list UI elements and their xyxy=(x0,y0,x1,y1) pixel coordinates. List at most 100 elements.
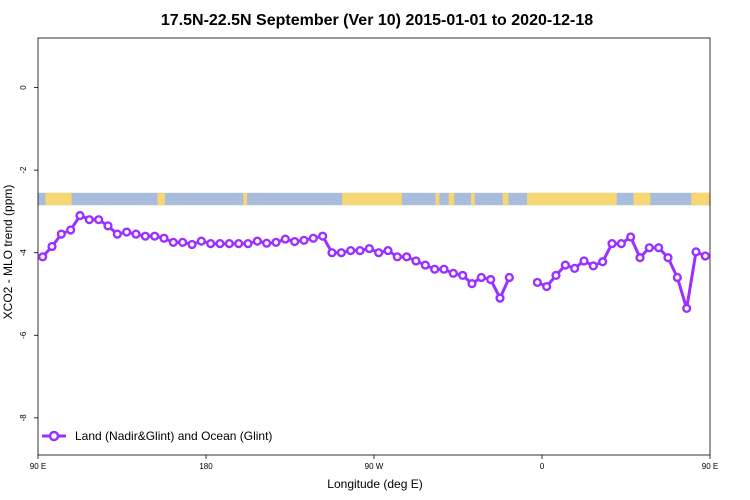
data-point xyxy=(672,272,682,283)
data-point xyxy=(196,236,206,246)
data-point xyxy=(364,243,374,254)
surface-strip-land xyxy=(691,192,710,206)
data-point xyxy=(476,272,486,283)
data-point xyxy=(458,270,468,281)
data-point xyxy=(140,231,150,241)
y-axis-label: XCO2 - MLO trend (ppm) xyxy=(1,185,15,320)
data-point xyxy=(243,239,253,249)
data-point xyxy=(607,239,617,249)
data-point xyxy=(234,239,244,249)
surface-strip-land xyxy=(157,192,165,206)
data-point xyxy=(560,260,570,270)
data-point xyxy=(215,239,225,249)
data-point xyxy=(355,246,365,256)
data-point xyxy=(75,210,85,221)
y-tick-label: -6 xyxy=(19,331,28,339)
surface-strip-land xyxy=(471,192,475,206)
surface-strip-land xyxy=(527,192,617,206)
data-point xyxy=(467,279,477,289)
y-tick-label: -2 xyxy=(19,166,28,174)
data-point xyxy=(308,233,318,243)
data-point xyxy=(654,243,664,253)
data-point xyxy=(112,229,122,239)
surface-strip-land xyxy=(448,192,455,206)
x-axis-label: Longitude (deg E) xyxy=(327,477,422,491)
data-point xyxy=(700,251,710,261)
data-point xyxy=(206,239,216,249)
data-point xyxy=(420,260,430,270)
data-point xyxy=(682,303,692,314)
data-point xyxy=(579,256,589,266)
x-axis: 90 E 180 90 W 0 90 E xyxy=(30,455,718,471)
data-point xyxy=(271,237,281,247)
data-point xyxy=(448,268,458,278)
x-tick-label: 180 xyxy=(199,462,213,471)
chart-title: 17.5N-22.5N September (Ver 10) 2015-01-0… xyxy=(161,12,593,29)
data-point xyxy=(84,215,94,225)
data-point xyxy=(570,263,580,273)
x-tick-label: 0 xyxy=(540,462,545,471)
data-point xyxy=(504,272,514,283)
data-point xyxy=(588,261,598,271)
data-point xyxy=(542,281,552,292)
data-point xyxy=(103,221,113,231)
data-point xyxy=(327,248,337,258)
x-tick-label: 90 E xyxy=(702,462,718,471)
data-point xyxy=(486,274,496,285)
y-tick-label: -4 xyxy=(19,249,28,257)
data-point xyxy=(318,231,328,241)
legend: Land (Nadir&Glint) and Ocean (Glint) xyxy=(42,429,272,443)
data-point xyxy=(383,246,393,256)
data-point xyxy=(252,236,262,246)
data-point xyxy=(94,215,104,225)
data-point xyxy=(290,236,300,247)
surface-strip-land xyxy=(502,192,509,206)
data-point xyxy=(430,264,440,274)
surface-strip-land xyxy=(435,192,440,206)
data-point xyxy=(346,246,356,256)
data-point xyxy=(150,231,160,241)
data-point xyxy=(299,235,309,245)
data-point xyxy=(402,252,412,262)
data-point xyxy=(495,293,505,303)
y-axis: 0 -2 -4 -6 -8 xyxy=(19,85,38,422)
data-point xyxy=(439,264,449,274)
data-point xyxy=(616,239,626,249)
series-line xyxy=(41,214,511,300)
data-point xyxy=(122,227,132,237)
data-point xyxy=(47,241,57,252)
surface-strip-land xyxy=(243,192,248,206)
legend-swatch-marker xyxy=(48,430,60,442)
surface-strip xyxy=(38,192,710,206)
data-point xyxy=(56,229,66,239)
data-point xyxy=(626,232,636,242)
data-point xyxy=(644,243,654,253)
surface-strip-land xyxy=(633,192,651,206)
data-point xyxy=(187,239,197,250)
y-tick-label: 0 xyxy=(19,85,28,90)
data-point xyxy=(598,257,608,267)
data-point xyxy=(663,253,673,263)
data-point xyxy=(131,229,141,239)
data-point xyxy=(551,270,561,281)
data-point xyxy=(532,277,542,288)
data-point xyxy=(66,225,76,235)
data-point xyxy=(336,248,346,258)
data-point xyxy=(224,239,234,249)
legend-label: Land (Nadir&Glint) and Ocean (Glint) xyxy=(75,429,272,443)
data-point xyxy=(392,252,402,262)
data-point xyxy=(374,248,384,258)
y-tick-label: -8 xyxy=(19,414,28,422)
data-point xyxy=(159,233,169,243)
data-point xyxy=(280,234,290,244)
data-point xyxy=(691,247,701,257)
data-point xyxy=(168,237,178,247)
data-point xyxy=(262,238,272,248)
surface-strip-land xyxy=(342,192,402,206)
series-group xyxy=(38,210,710,314)
data-point xyxy=(411,256,421,266)
data-point xyxy=(635,253,645,263)
x-tick-label: 90 E xyxy=(30,462,46,471)
data-point xyxy=(178,237,188,247)
surface-strip-land xyxy=(45,192,72,206)
